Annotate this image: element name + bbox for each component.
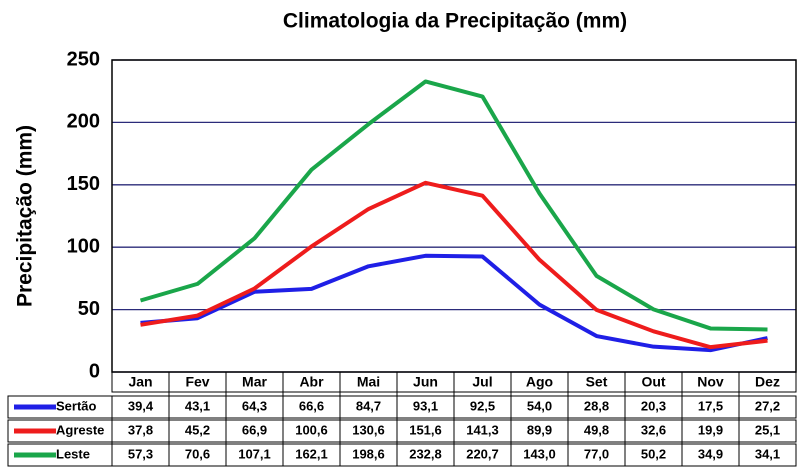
- x-tick-label: Ago: [526, 374, 553, 390]
- y-tick-label: 50: [78, 298, 100, 320]
- data-label: 89,9: [527, 422, 552, 437]
- data-label: 143,0: [523, 446, 556, 461]
- y-tick-label: 200: [67, 111, 100, 133]
- data-label: 162,1: [295, 446, 328, 461]
- data-label: 151,6: [409, 422, 442, 437]
- series-line: [140, 180, 768, 350]
- series-line: [140, 253, 768, 353]
- data-label: 50,2: [641, 446, 666, 461]
- data-label: 70,6: [185, 446, 210, 461]
- y-axis-label: Precipitação (mm): [14, 125, 37, 307]
- data-label: 66,9: [242, 422, 267, 437]
- data-label: 232,8: [409, 446, 442, 461]
- y-tick-label: 0: [89, 360, 100, 382]
- series-line: [139, 79, 768, 332]
- data-label: 34,9: [698, 446, 723, 461]
- table-row-frame: [7, 395, 797, 419]
- x-tick-label: Mai: [357, 374, 380, 390]
- data-label: 43,1: [185, 398, 210, 413]
- data-label: 54,0: [527, 398, 552, 413]
- data-label: 66,6: [299, 398, 324, 413]
- x-tick-label: Jul: [472, 374, 492, 390]
- data-label: 130,6: [352, 422, 385, 437]
- data-label: 49,8: [584, 422, 609, 437]
- data-label: 77,0: [584, 446, 609, 461]
- data-label: 57,3: [128, 446, 153, 461]
- data-label: 198,6: [352, 446, 385, 461]
- chart-title: Climatologia da Precipitação (mm): [283, 10, 627, 33]
- x-tick-label: Jun: [413, 374, 438, 390]
- x-tick-label: Abr: [299, 374, 324, 390]
- y-tick-label: 100: [67, 235, 100, 257]
- data-label: 20,3: [641, 398, 666, 413]
- data-label: 19,9: [698, 422, 723, 437]
- data-label: 45,2: [185, 422, 210, 437]
- data-label: 84,7: [356, 398, 381, 413]
- table-row-frame: [7, 443, 797, 467]
- data-label: 107,1: [238, 446, 271, 461]
- y-tick-label: 150: [67, 173, 100, 195]
- data-label: 220,7: [466, 446, 499, 461]
- data-label: 34,1: [755, 446, 780, 461]
- data-label: 39,4: [128, 398, 154, 413]
- data-label: 28,8: [584, 398, 609, 413]
- data-label: 17,5: [698, 398, 723, 413]
- x-tick-label: Jan: [128, 374, 152, 390]
- data-label: 37,8: [128, 422, 153, 437]
- legend-label: Agreste: [56, 422, 104, 437]
- data-label: 92,5: [470, 398, 495, 413]
- legend-label: Leste: [56, 446, 90, 461]
- data-label: 64,3: [242, 398, 267, 413]
- data-label: 93,1: [413, 398, 438, 413]
- plot-frame: [111, 59, 797, 373]
- y-tick-label: 250: [67, 48, 100, 70]
- data-label: 25,1: [755, 422, 780, 437]
- x-tick-label: Mar: [242, 374, 267, 390]
- x-tick-label: Fev: [185, 374, 209, 390]
- table-row-frame: [7, 419, 797, 443]
- data-label: 100,6: [295, 422, 328, 437]
- data-label: 141,3: [466, 422, 499, 437]
- x-tick-label: Set: [586, 374, 608, 390]
- x-tick-label: Dez: [755, 374, 780, 390]
- x-tick-label: Out: [641, 374, 665, 390]
- legend-label: Sertão: [56, 398, 97, 413]
- data-label: 32,6: [641, 422, 666, 437]
- data-label: 27,2: [755, 398, 780, 413]
- x-tick-label: Nov: [697, 374, 724, 390]
